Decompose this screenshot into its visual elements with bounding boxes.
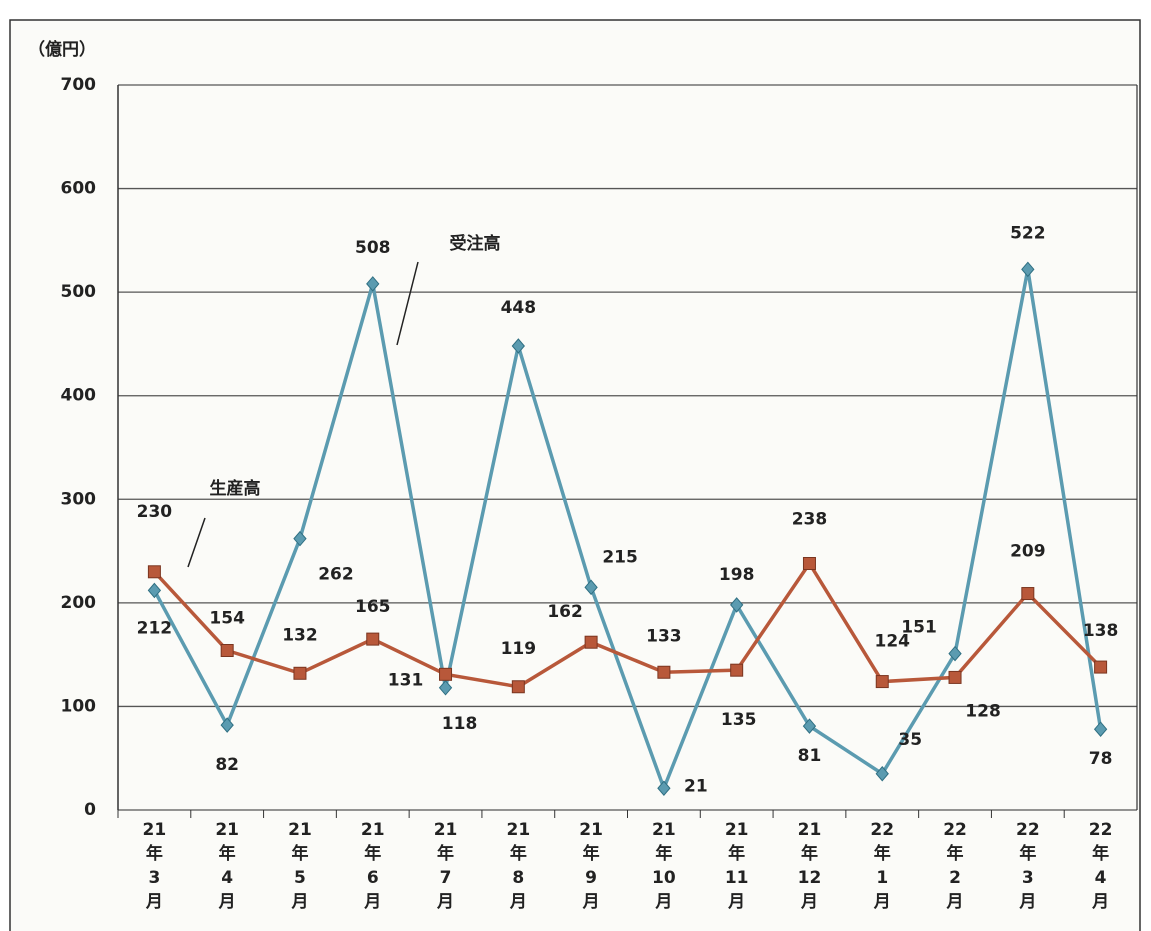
- marker: [802, 557, 816, 570]
- y-tick-label: 700: [61, 75, 97, 95]
- data-label: 35: [898, 730, 922, 750]
- data-label: 21: [684, 776, 708, 796]
- marker: [948, 645, 962, 662]
- data-label: 132: [282, 625, 318, 645]
- y-tick-label: 100: [61, 696, 97, 716]
- x-tick-label: 22 年 2 月: [943, 820, 967, 912]
- chart-frame: [9, 19, 1141, 931]
- data-label: 128: [965, 701, 1001, 721]
- x-tick-label: 21 年 5 月: [288, 820, 312, 912]
- x-tick-label: 21 年 3 月: [143, 820, 167, 912]
- data-label: 209: [1010, 542, 1046, 562]
- x-tick-label: 21 年 8 月: [506, 820, 530, 912]
- data-label: 138: [1083, 621, 1119, 641]
- y-tick-label: 500: [61, 282, 97, 302]
- y-unit-label: （億円）: [28, 39, 96, 60]
- marker: [511, 338, 525, 354]
- marker: [511, 680, 525, 694]
- marker: [439, 667, 453, 681]
- data-label: 198: [719, 565, 755, 585]
- marker: [147, 582, 162, 599]
- y-tick-label: 400: [61, 386, 97, 406]
- marker: [875, 675, 889, 689]
- marker: [293, 666, 307, 680]
- data-label: 448: [501, 298, 537, 318]
- data-label: 81: [798, 746, 822, 766]
- marker: [1093, 721, 1108, 737]
- x-tick-label: 21 年 6 月: [361, 820, 385, 912]
- data-label: 212: [137, 618, 173, 638]
- x-tick-label: 22 年 1 月: [870, 820, 894, 912]
- data-label: 131: [388, 670, 424, 690]
- series-annotation: 生産高: [210, 478, 261, 499]
- marker: [366, 632, 380, 646]
- marker: [875, 765, 889, 782]
- marker: [657, 665, 671, 679]
- series-annotation: 受注高: [450, 233, 501, 254]
- x-tick-label: 22 年 4 月: [1089, 820, 1113, 912]
- data-label: 165: [355, 597, 391, 617]
- x-tick-label: 21 年 12 月: [798, 820, 822, 912]
- data-label: 230: [137, 502, 173, 522]
- data-label: 522: [1010, 223, 1046, 243]
- marker: [366, 276, 380, 292]
- x-tick-label: 21 年 7 月: [434, 820, 458, 912]
- marker: [220, 717, 234, 733]
- data-label: 82: [215, 755, 239, 775]
- y-tick-label: 300: [61, 489, 97, 509]
- data-label: 262: [318, 565, 354, 585]
- data-label: 118: [442, 714, 478, 734]
- leader-line: [187, 517, 206, 568]
- x-tick-label: 21 年 11 月: [725, 820, 749, 912]
- data-label: 162: [547, 602, 583, 622]
- marker: [293, 530, 307, 547]
- y-tick-label: 200: [61, 593, 97, 613]
- data-label: 508: [355, 238, 391, 258]
- data-label: 215: [602, 547, 638, 567]
- data-label: 133: [646, 626, 682, 646]
- data-label: 119: [501, 639, 537, 659]
- marker: [438, 680, 453, 696]
- marker: [584, 579, 598, 596]
- y-tick-label: 0: [84, 800, 96, 820]
- data-label: 151: [901, 618, 937, 638]
- marker: [1094, 660, 1108, 674]
- data-label: 238: [792, 510, 828, 530]
- marker: [220, 644, 234, 657]
- series-line: [152, 269, 1103, 794]
- y-tick-label: 600: [61, 179, 97, 199]
- leader-line: [396, 261, 419, 346]
- marker: [730, 663, 744, 677]
- x-tick-label: 22 年 3 月: [1016, 820, 1040, 912]
- x-tick-label: 21 年 9 月: [579, 820, 603, 912]
- marker: [802, 718, 817, 734]
- data-label: 124: [875, 632, 911, 652]
- marker: [948, 670, 962, 684]
- data-label: 78: [1089, 749, 1113, 769]
- marker: [584, 635, 598, 649]
- x-tick-label: 21 年 10 月: [652, 820, 676, 912]
- marker: [1021, 587, 1035, 601]
- marker: [1021, 261, 1035, 278]
- data-label: 135: [721, 710, 757, 730]
- marker: [147, 565, 161, 579]
- series-line: [153, 560, 1102, 689]
- marker: [657, 780, 671, 797]
- marker: [730, 597, 744, 613]
- x-tick-label: 21 年 4 月: [215, 820, 239, 912]
- data-label: 154: [209, 609, 245, 629]
